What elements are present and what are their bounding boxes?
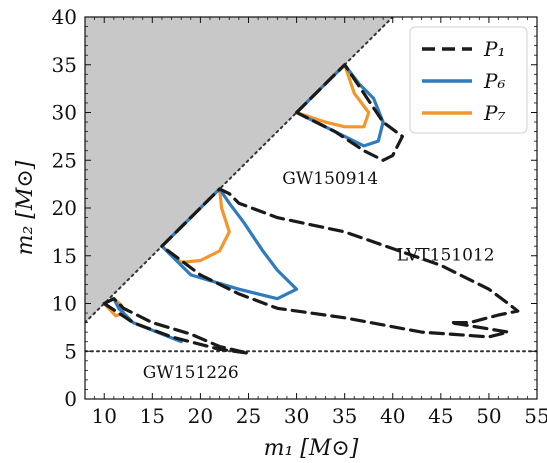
x-tick-label: 50 bbox=[476, 404, 501, 428]
legend-label: P₁ bbox=[483, 37, 505, 61]
x-tick-label: 35 bbox=[332, 404, 357, 428]
y-tick-label: 5 bbox=[64, 339, 77, 363]
y-tick-label: 20 bbox=[52, 196, 77, 220]
annotations: GW150914 LVT151012 GW151226 bbox=[143, 169, 495, 383]
event-annotation: GW150914 bbox=[282, 169, 378, 189]
y-axis-label: m₂ [M⊙] bbox=[13, 160, 38, 255]
x-tick-label: 30 bbox=[284, 404, 309, 428]
y-tick-label: 0 bbox=[64, 387, 77, 411]
legend-label: P₆ bbox=[483, 69, 505, 93]
y-tick-label: 10 bbox=[52, 292, 77, 316]
legend-label: P₇ bbox=[483, 101, 505, 125]
event-annotation: LVT151012 bbox=[397, 246, 495, 266]
x-tick-label: 20 bbox=[188, 404, 213, 428]
event-annotation: GW151226 bbox=[143, 363, 239, 383]
contour-dashed-0-0 bbox=[295, 63, 404, 162]
x-tick-label: 10 bbox=[92, 404, 117, 428]
y-tick-label: 15 bbox=[52, 244, 77, 268]
y-tick-label: 30 bbox=[52, 101, 77, 125]
ticks: 10 15 20 25 30 35 40 45 50 55 0 5 10 15 20 25 30 35 40 bbox=[52, 5, 547, 428]
legend: P₁ P₆ P₇ bbox=[409, 26, 528, 134]
contour-dashed-0-2 bbox=[102, 297, 251, 355]
y-tick-label: 35 bbox=[52, 53, 77, 77]
y-tick-label: 25 bbox=[52, 148, 77, 172]
contour-series bbox=[102, 63, 520, 355]
x-tick-label: 15 bbox=[140, 404, 165, 428]
contour-dashed-0-1 bbox=[160, 187, 520, 339]
x-tick-label: 40 bbox=[380, 404, 405, 428]
x-tick-label: 55 bbox=[524, 404, 547, 428]
y-tick-label: 40 bbox=[52, 5, 77, 29]
x-tick-label: 25 bbox=[236, 404, 261, 428]
x-axis-label: m₁ [M⊙] bbox=[264, 436, 359, 461]
x-tick-label: 45 bbox=[428, 404, 453, 428]
